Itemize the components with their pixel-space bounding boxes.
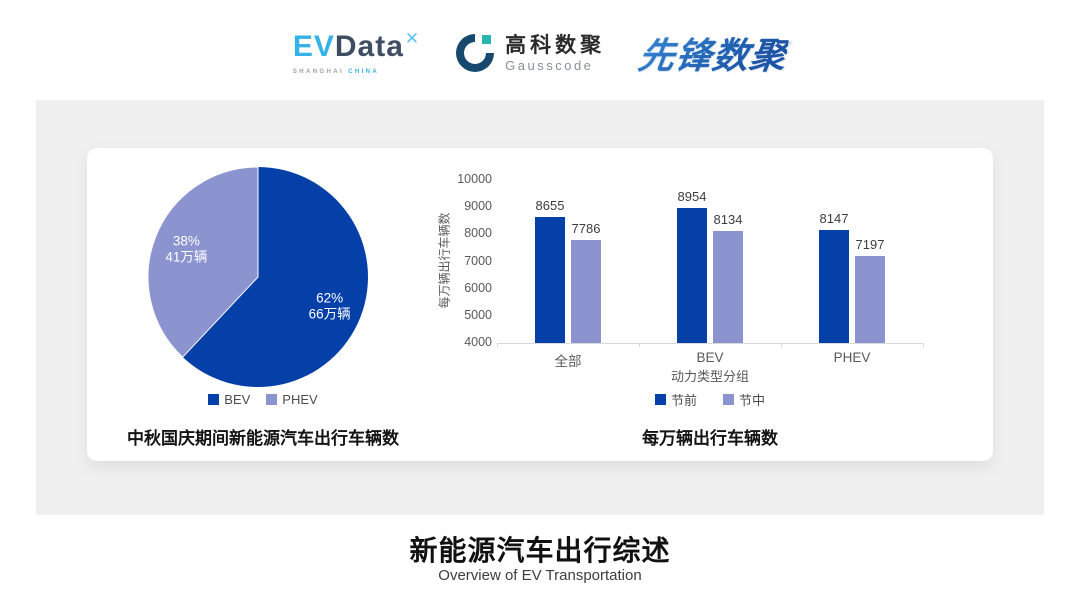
x-axis-category-label: 全部 [554, 354, 582, 369]
bar-节前-全部 [535, 216, 565, 343]
x-axis-line [497, 343, 923, 344]
gausscode-text: 高科数聚 Gausscode [505, 35, 605, 72]
gausscode-logo: 高科数聚 Gausscode [453, 31, 605, 75]
pie-legend-item-phev: PHEV [266, 392, 318, 407]
legend-label: 节中 [739, 393, 766, 408]
bar-节中-BEV [713, 230, 743, 343]
bar-value-label: 8655 [535, 197, 565, 213]
bar-节前-PHEV [819, 230, 849, 343]
legend-swatch-icon [208, 394, 220, 405]
legend-swatch-icon [723, 394, 734, 405]
bar-chart-title: 每万辆出行车辆数 [642, 429, 778, 448]
pie-legend-item-bev: BEV [208, 392, 250, 407]
x-axis-tick-mark [923, 343, 924, 347]
bar-xaxis-label: 动力类型分组 [670, 369, 749, 384]
x-axis-category-label: BEV [696, 350, 724, 365]
x-axis-category-label: PHEV [833, 350, 871, 365]
y-axis-tick-label: 6000 [464, 280, 492, 295]
legend-swatch-icon [654, 394, 666, 405]
x-axis-tick-mark [639, 343, 640, 347]
legend-label: BEV [224, 392, 251, 407]
y-axis-tick-label: 4000 [464, 335, 492, 349]
evdata-data-text: Data [334, 29, 404, 63]
gausscode-en: Gausscode [505, 57, 594, 73]
evdata-ev-text: EV [292, 29, 335, 63]
y-axis-tick-label: 7000 [464, 253, 492, 268]
y-axis-tick-label: 10000 [457, 172, 492, 186]
pie-slice-label: 62% 66万辆 [309, 290, 351, 321]
bar-value-label: 7786 [571, 221, 601, 237]
legend-swatch-icon [266, 394, 278, 405]
bar-节中-全部 [571, 240, 601, 343]
legend-label: PHEV [282, 392, 318, 407]
bar-value-label: 8147 [819, 211, 849, 227]
pie-chart: 62% 66万辆 38% 41万辆 [147, 166, 368, 387]
page-subtitle: Overview of EV Transportation [438, 567, 642, 584]
pioneer-logo: 先锋数聚 [635, 27, 790, 79]
gausscode-cn: 高科数聚 [505, 33, 606, 57]
bar-value-label: 7197 [855, 237, 885, 253]
legend-label: 节前 [670, 393, 697, 408]
evdata-x-icon: ✕ [404, 28, 421, 48]
pie-chart-title: 中秋国庆期间新能源汽车出行车辆数 [127, 429, 399, 448]
x-axis-tick-mark [781, 343, 782, 347]
header-logos: EVData✕ SHANGHAI CHINA 高科数聚 Gausscode 先锋… [0, 22, 1080, 84]
bar-legend-item-节前: 节前 [654, 390, 697, 409]
pie-slice-bev [182, 167, 368, 387]
evdata-wordmark: EVData✕ [292, 28, 421, 66]
evdata-logo: EVData✕ SHANGHAI CHINA [292, 28, 421, 75]
bar-节中-PHEV [855, 256, 885, 343]
bar-legend-item-节中: 节中 [723, 390, 765, 409]
evdata-subtitle: SHANGHAI CHINA [292, 68, 380, 75]
y-axis-tick-label: 5000 [464, 307, 492, 322]
pie-slice-phev [147, 166, 259, 358]
y-axis-tick-label: 9000 [464, 199, 492, 214]
gausscode-icon [456, 34, 495, 72]
page-title: 新能源汽车出行综述 [409, 535, 671, 566]
pie-legend: BEV PHEV [118, 392, 408, 407]
bar-value-label: 8954 [677, 189, 707, 205]
bar-value-label: 8134 [713, 211, 743, 227]
pie-slice-label: 38% 41万辆 [165, 234, 207, 265]
bar-节前-BEV [677, 208, 707, 343]
y-axis-tick-label: 8000 [464, 226, 492, 241]
bar-legend: 节前 节中 [560, 390, 860, 409]
bar-yaxis-label: 每万辆出行车辆数 [437, 212, 452, 309]
x-axis-tick-mark [497, 343, 498, 347]
